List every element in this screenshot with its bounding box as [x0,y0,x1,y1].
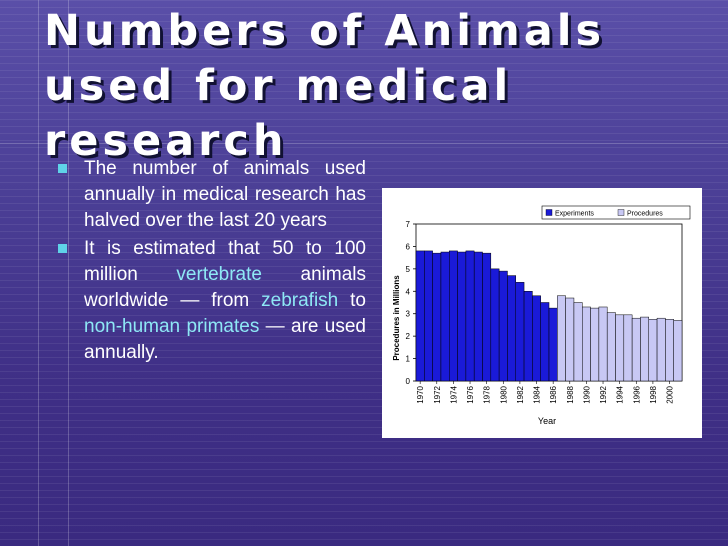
bar [557,295,566,382]
y-tick-label: 7 [406,220,411,229]
bar-chart: 0 1 2 3 4 5 6 7 1970 1972 1974 1976 1978 1980 1982 1984… [392,205,691,426]
bar [465,250,475,382]
non-human-primates-link[interactable]: non-human primates [84,316,260,337]
bar [615,314,625,382]
bar [449,250,458,382]
bar [415,250,425,382]
decor-vertical-line [68,0,69,546]
vertebrate-link[interactable]: vertebrate [176,264,262,285]
bullet-text: It is estimated that 50 to 100 million [84,238,366,285]
x-tick-label: 2000 [666,385,675,403]
decor-horizontal-line [0,143,728,144]
x-tick-label: 1972 [433,385,442,403]
bar [523,291,533,382]
bar [656,317,666,382]
x-tick-label: 1984 [533,385,542,403]
slide-title: Numbers of Animals used for medical rese… [44,6,606,166]
bar [482,252,492,382]
bar [673,320,683,382]
bar [573,302,583,382]
bar [424,250,433,382]
bullet-text: The number of animals used annually in m… [84,158,366,231]
bar [631,317,641,382]
bar [507,275,516,382]
square-bullet-icon [58,244,67,253]
bar [590,307,600,382]
bullet-list: The number of animals used annually in m… [54,156,366,368]
bar [598,306,608,382]
y-tick-label: 1 [406,355,411,364]
bar [440,251,450,382]
legend-box [541,205,691,220]
y-tick-label: 0 [406,377,411,386]
bar [490,268,500,382]
x-tick-label: 1996 [632,385,641,403]
x-tick-label: 1994 [616,385,625,403]
bar [473,251,483,382]
bar [606,312,616,382]
decor-vertical-line [38,0,39,546]
bullet-text: — are used annually. [84,316,367,363]
bar [665,319,674,382]
x-tick-label: 1970 [416,385,425,403]
y-tick-label: 6 [406,242,411,251]
x-tick-label: 1974 [449,385,458,403]
bullet-item: The number of animals used annually in m… [54,156,366,234]
bar [498,270,508,382]
x-tick-label: 1986 [549,385,558,403]
x-tick-label: 1978 [483,385,492,403]
legend-swatch [545,209,553,216]
bar [532,295,541,382]
x-tick-label: 1976 [466,385,475,403]
y-axis-label: Procedures in Millions [392,275,401,361]
x-axis-label: Year [538,416,556,426]
bullet-text: animals worldwide — from [84,264,367,311]
bullet-text: to [338,290,366,311]
bar [548,307,558,382]
y-tick-label: 5 [406,265,411,274]
bar [648,319,658,382]
x-tick-label: 1990 [582,385,591,403]
y-tick-label: 2 [406,332,411,341]
square-bullet-icon [58,164,67,173]
bullet-item: It is estimated that 50 to 100 million v… [54,236,366,366]
bar [640,316,649,382]
bar [582,306,591,382]
y-tick-label: 3 [406,310,411,319]
x-tick-label: 1980 [499,385,508,403]
bar [540,302,550,382]
bar [457,251,467,382]
legend-swatch [617,209,625,216]
bar [515,282,525,382]
legend-label: Procedures [627,211,663,218]
zebrafish-link[interactable]: zebrafish [261,290,339,311]
chart-panel: 0 1 2 3 4 5 6 7 1970 1972 1974 1976 1978 1980 1982 1984… [382,188,702,438]
x-tick-label: 1992 [599,385,608,403]
bar [565,297,575,382]
y-tick-label: 4 [406,287,411,296]
legend-label: Experiments [555,211,594,218]
x-tick-label: 1982 [516,385,525,403]
bar [432,252,442,382]
x-tick-label: 1998 [649,385,658,403]
bar [623,314,633,382]
x-tick-label: 1988 [566,385,575,403]
